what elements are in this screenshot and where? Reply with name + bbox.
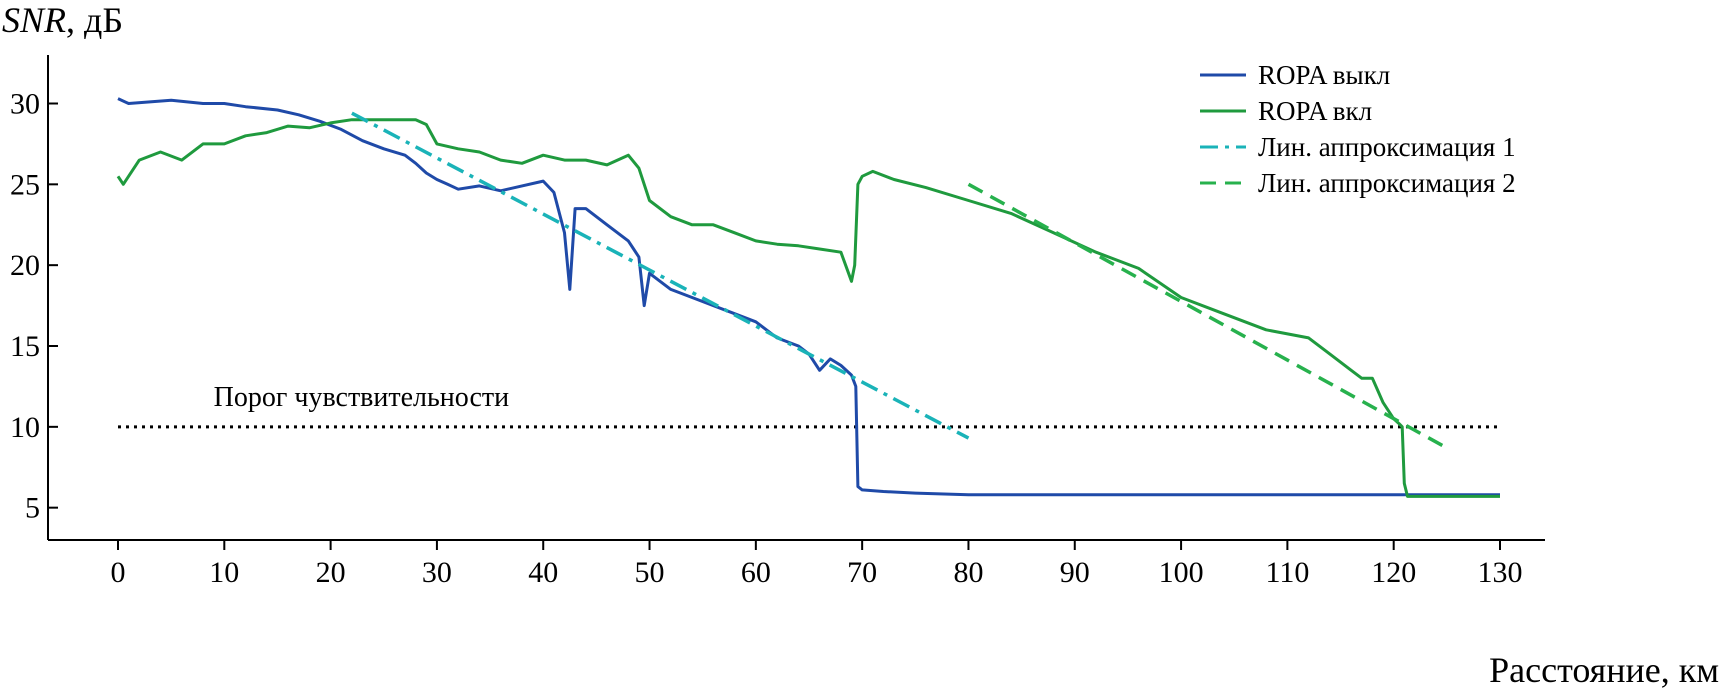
- y-tick-label: 30: [10, 88, 40, 121]
- legend-label: Лин. аппроксимация 2: [1258, 168, 1516, 198]
- x-tick-label: 80: [953, 556, 983, 589]
- x-tick-label: 120: [1371, 556, 1416, 589]
- legend-label: Лин. аппроксимация 1: [1258, 132, 1516, 162]
- threshold-label: Порог чувствительности: [214, 382, 509, 413]
- x-tick-label: 0: [111, 556, 126, 589]
- y-axis-title-unit: , дБ: [66, 0, 123, 40]
- sensitivity-threshold: Порог чувствительности: [118, 382, 1500, 429]
- legend-label: ROPA выкл: [1258, 60, 1390, 90]
- y-tick-label: 20: [10, 249, 40, 282]
- x-tick-label: 30: [422, 556, 452, 589]
- x-tick-label: 50: [635, 556, 665, 589]
- axes: [47, 55, 1545, 541]
- x-tick-label: 60: [741, 556, 771, 589]
- y-tick-label: 5: [25, 492, 40, 525]
- series-linear-fit-1: [351, 111, 970, 440]
- series-ropa-on: [116, 118, 1500, 498]
- x-tick-label: 100: [1159, 556, 1204, 589]
- y-ticks: 5 10 15 20 25 30: [10, 88, 58, 525]
- y-tick-label: 25: [10, 168, 40, 201]
- series-group: [116, 97, 1500, 498]
- y-axis-title: SNR, дБ: [2, 0, 123, 40]
- series-linear-fit-2: [967, 182, 1448, 450]
- x-ticks: 0 10 20 30 40 50 60 70 80 90 100 110 120 130: [111, 540, 1523, 589]
- x-tick-label: 110: [1265, 556, 1309, 589]
- x-tick-label: 20: [316, 556, 346, 589]
- x-tick-label: 10: [209, 556, 239, 589]
- x-tick-label: 90: [1060, 556, 1090, 589]
- legend-label: ROPA вкл: [1258, 96, 1372, 126]
- x-tick-label: 70: [847, 556, 877, 589]
- x-tick-label: 40: [528, 556, 558, 589]
- x-tick-label: 130: [1478, 556, 1523, 589]
- y-axis-title-italic: SNR: [2, 0, 66, 40]
- x-axis-title: Расстояние, км: [1489, 650, 1719, 690]
- y-tick-label: 10: [10, 411, 40, 444]
- legend: ROPA выкл ROPA вкл Лин. аппроксимация 1 Лин…: [1200, 60, 1516, 198]
- y-tick-label: 15: [10, 330, 40, 363]
